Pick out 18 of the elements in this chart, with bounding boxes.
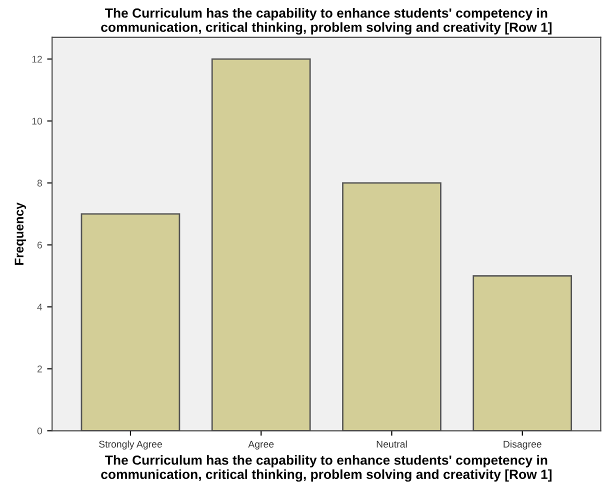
bar	[342, 182, 442, 431]
bar	[80, 213, 180, 431]
y-tick-label: 8	[37, 180, 42, 187]
y-tick-label: 0	[37, 428, 42, 434]
y-tick-label: 6	[37, 242, 42, 249]
x-tick-label: Strongly Agree	[99, 440, 162, 450]
y-tick-label: 10	[32, 118, 42, 125]
y-tick-label: 2	[37, 366, 42, 372]
y-tick-label: 4	[37, 304, 42, 310]
x-tick-label: Neutral	[376, 440, 407, 448]
x-axis-title: The Curriculum has the capability to enhance students' competency in communication, critical thinking, problem solving and creativity [Row 1]	[101, 455, 552, 482]
x-tick-label: Agree	[248, 440, 274, 450]
x-tick-label: Disagree	[504, 440, 542, 450]
chart-title: The Curriculum has the capability to enhance students' competency in communication, critical thinking, problem solving and creativity [Row 1]	[101, 8, 552, 35]
bar	[211, 58, 311, 431]
bar	[472, 275, 572, 431]
y-tick-label: 12	[32, 56, 42, 63]
y-axis-title: Frequency	[14, 202, 26, 265]
